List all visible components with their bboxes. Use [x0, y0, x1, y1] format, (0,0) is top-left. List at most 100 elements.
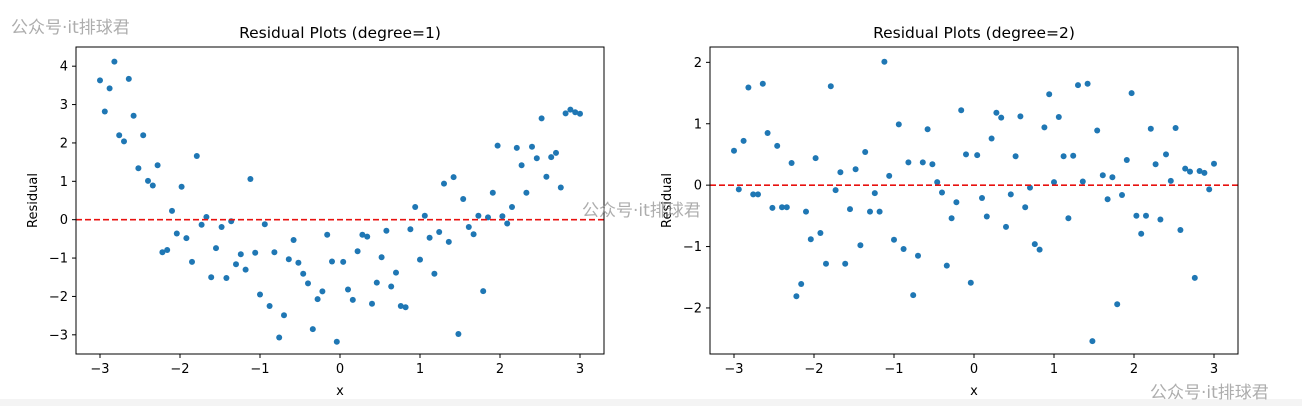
y-axis-label: Residual: [26, 173, 41, 228]
data-point: [247, 176, 254, 182]
x-axis-label: x: [336, 384, 344, 399]
data-point: [1046, 91, 1053, 98]
data-point: [173, 230, 180, 237]
data-point: [135, 165, 142, 172]
data-point: [998, 114, 1005, 121]
data-point: [827, 83, 834, 90]
data-point: [130, 112, 137, 119]
x-axis-label: x: [970, 384, 978, 399]
data-point: [1206, 186, 1213, 193]
data-point: [1128, 90, 1135, 97]
x-tick-label: 1: [1050, 362, 1058, 377]
data-point: [832, 187, 839, 194]
y-tick-label: −2: [683, 301, 702, 316]
data-point: [475, 212, 482, 219]
data-point: [572, 109, 579, 116]
data-point: [876, 208, 883, 215]
data-point: [1119, 192, 1125, 198]
data-point: [266, 303, 273, 309]
x-tick-label: 0: [970, 362, 978, 377]
data-point: [193, 153, 200, 159]
data-point: [948, 215, 955, 222]
data-point: [208, 274, 215, 281]
data-point: [1201, 169, 1208, 176]
data-point: [1147, 125, 1154, 132]
data-point: [383, 227, 390, 234]
data-point: [983, 213, 990, 220]
data-point: [974, 152, 981, 159]
data-point: [1055, 114, 1062, 120]
bottom-strip: [0, 399, 1302, 406]
data-point: [847, 206, 853, 213]
data-point: [1041, 124, 1048, 131]
data-point: [281, 312, 287, 319]
data-point: [285, 256, 292, 263]
data-point: [963, 151, 969, 158]
data-point: [329, 258, 335, 265]
data-point: [538, 115, 545, 122]
data-point: [373, 279, 380, 286]
x-tick-label: −3: [724, 362, 743, 377]
x-tick-label: 2: [496, 362, 504, 377]
data-point: [198, 221, 205, 228]
data-point: [1123, 157, 1130, 163]
data-point: [1157, 216, 1164, 223]
data-point: [460, 196, 467, 202]
data-point: [803, 208, 809, 215]
data-point: [223, 275, 230, 281]
x-tick-label: −1: [884, 362, 903, 377]
data-point: [993, 109, 1000, 116]
data-point: [237, 251, 244, 258]
data-point: [295, 259, 302, 266]
data-point: [106, 85, 113, 92]
data-point: [1060, 153, 1067, 160]
chart-title: Residual Plots (degree=1): [239, 24, 441, 42]
data-point: [740, 137, 747, 144]
y-tick-label: 2: [60, 136, 68, 151]
data-point: [97, 77, 103, 84]
data-point: [149, 182, 156, 189]
data-point: [276, 334, 283, 341]
data-point: [769, 204, 776, 211]
data-point: [470, 231, 477, 238]
data-point: [504, 220, 511, 227]
data-point: [426, 234, 433, 241]
data-point: [1089, 338, 1096, 345]
data-point: [862, 149, 869, 155]
data-point: [349, 296, 356, 303]
data-point: [905, 159, 912, 166]
data-point: [548, 154, 555, 161]
data-point: [518, 162, 525, 169]
x-tick-label: 3: [1210, 362, 1218, 377]
x-tick-label: 3: [576, 362, 584, 377]
data-point: [324, 231, 331, 238]
data-point: [779, 204, 785, 211]
data-point: [407, 226, 414, 233]
data-point: [1084, 80, 1091, 87]
data-point: [111, 58, 118, 65]
data-point: [369, 300, 375, 307]
data-point: [915, 252, 921, 259]
data-point: [1031, 241, 1038, 248]
data-point: [1022, 204, 1029, 211]
data-point: [1191, 274, 1198, 281]
data-point: [359, 231, 366, 238]
y-tick-label: −1: [49, 252, 68, 267]
data-point: [290, 237, 297, 243]
data-point: [1177, 227, 1184, 233]
data-point: [489, 189, 496, 196]
data-point: [164, 247, 171, 253]
data-point: [364, 233, 371, 240]
data-point: [953, 199, 960, 206]
data-point: [764, 130, 771, 136]
data-point: [450, 174, 457, 181]
data-point: [988, 135, 995, 142]
data-point: [441, 180, 447, 187]
data-point: [116, 132, 123, 139]
y-tick-label: −2: [49, 290, 68, 305]
data-point: [1109, 174, 1116, 181]
data-point: [101, 108, 108, 115]
data-point: [203, 214, 210, 220]
data-point: [881, 58, 888, 65]
